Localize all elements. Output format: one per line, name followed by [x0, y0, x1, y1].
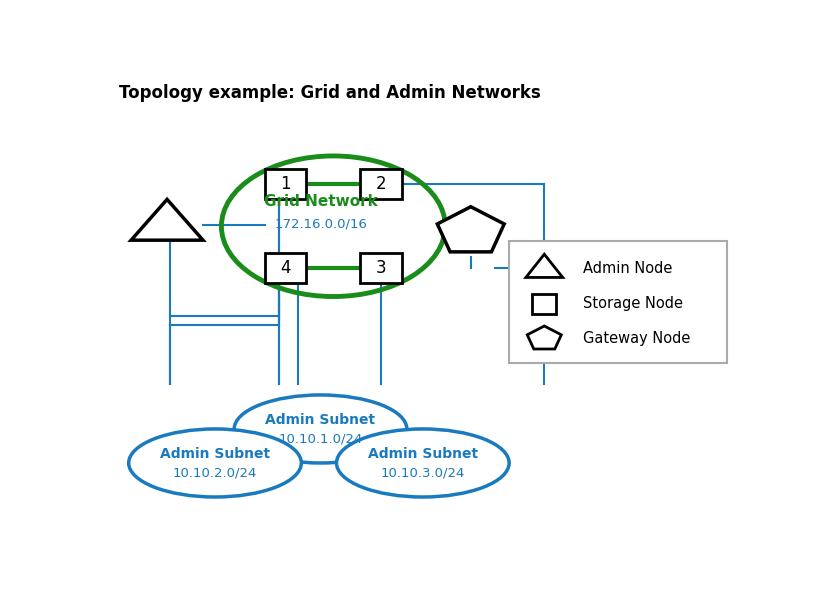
Bar [265, 169, 306, 199]
Text: 10.10.1.0/24: 10.10.1.0/24 [278, 432, 363, 445]
Text: Gateway Node: Gateway Node [582, 331, 690, 346]
Text: Topology example: Grid and Admin Networks: Topology example: Grid and Admin Network… [119, 84, 541, 102]
Polygon shape [526, 254, 563, 277]
Text: 10.10.2.0/24: 10.10.2.0/24 [172, 466, 257, 479]
Polygon shape [437, 207, 504, 252]
Polygon shape [527, 326, 561, 349]
Bar [361, 169, 402, 199]
Text: 4: 4 [280, 259, 290, 277]
Bar [509, 241, 727, 363]
Text: 3: 3 [376, 259, 387, 277]
Text: 10.10.3.0/24: 10.10.3.0/24 [380, 466, 465, 479]
Text: Admin Node: Admin Node [582, 262, 672, 276]
Ellipse shape [129, 429, 301, 497]
Text: Admin Subnet: Admin Subnet [160, 447, 270, 461]
Text: Storage Node: Storage Node [582, 296, 682, 311]
Text: 2: 2 [376, 175, 387, 193]
Ellipse shape [234, 395, 407, 463]
Text: 1: 1 [280, 175, 290, 193]
Text: Admin Subnet: Admin Subnet [266, 413, 375, 427]
Bar [361, 253, 402, 283]
Bar [265, 253, 306, 283]
Text: 172.16.0.0/16: 172.16.0.0/16 [274, 217, 367, 230]
Bar [532, 294, 556, 314]
Text: Admin Subnet: Admin Subnet [368, 447, 478, 461]
Polygon shape [131, 199, 203, 240]
Text: Grid Network: Grid Network [264, 194, 377, 209]
Ellipse shape [337, 429, 509, 497]
